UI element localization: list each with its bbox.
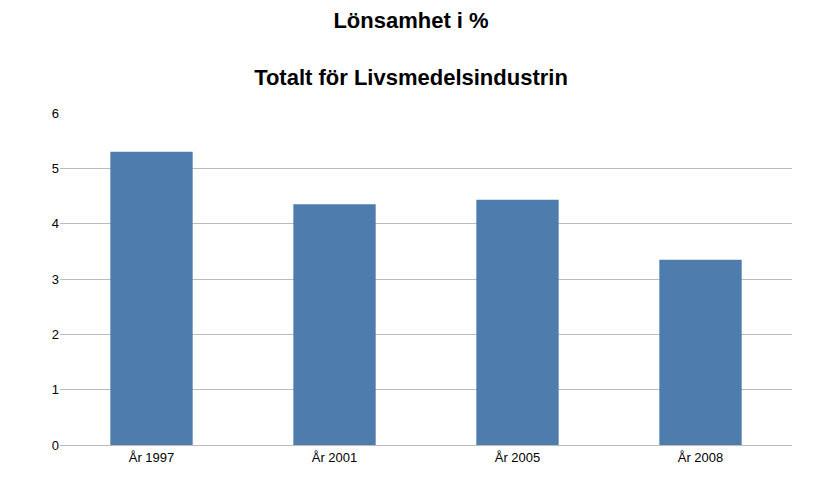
svg-text:År 2008: År 2008 [678,450,724,465]
svg-text:6: 6 [52,106,59,121]
svg-text:År 2005: År 2005 [495,450,541,465]
svg-text:Lönsamhet i %Totalt för Livsme: Lönsamhet i %Totalt för Livsmedelsindust… [254,8,568,90]
svg-text:3: 3 [52,272,59,287]
svg-text:4: 4 [52,216,59,231]
svg-text:2: 2 [52,327,59,342]
svg-text:År 2001: År 2001 [312,450,358,465]
svg-text:1: 1 [52,382,59,397]
svg-text:5: 5 [52,161,59,176]
svg-text:År 1997: År 1997 [129,450,175,465]
svg-text:0: 0 [52,438,59,453]
